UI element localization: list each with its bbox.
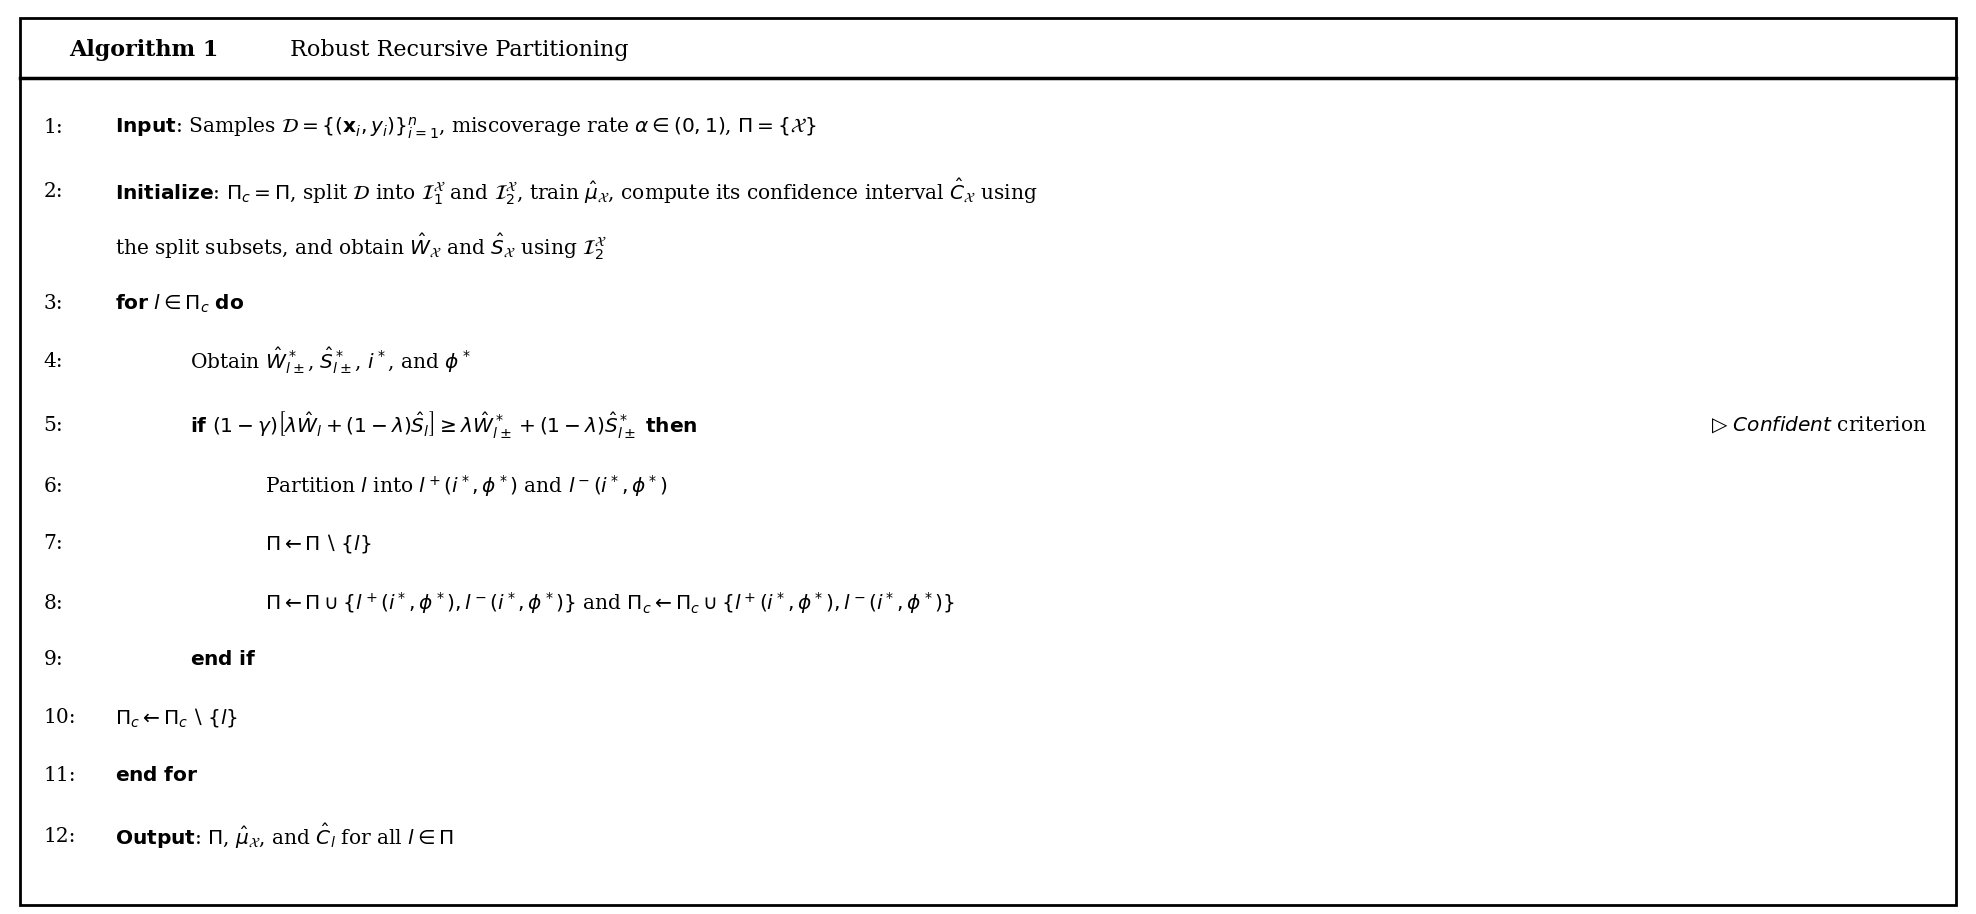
- Text: Algorithm 1: Algorithm 1: [69, 39, 219, 61]
- Text: the split subsets, and obtain $\hat{W}_{\mathcal{X}}$ and $\hat{S}_{\mathcal{X}}: the split subsets, and obtain $\hat{W}_{…: [115, 231, 607, 262]
- Text: 8:: 8:: [43, 594, 63, 612]
- Text: $\mathbf{Input}$: Samples $\mathcal{D} = \{(\mathbf{x}_i, y_i)\}_{i=1}^{n}$, mis: $\mathbf{Input}$: Samples $\mathcal{D} =…: [115, 115, 816, 141]
- Text: 2:: 2:: [43, 183, 63, 201]
- Text: 7:: 7:: [43, 535, 63, 553]
- Text: 6:: 6:: [43, 477, 63, 495]
- FancyBboxPatch shape: [20, 18, 1956, 905]
- Text: 11:: 11:: [43, 766, 77, 784]
- Text: $\mathbf{Output}$: $\Pi$, $\hat{\mu}_{\mathcal{X}}$, and $\hat{C}_l$ for all $l : $\mathbf{Output}$: $\Pi$, $\hat{\mu}_{\m…: [115, 822, 454, 851]
- Text: $\Pi_c \leftarrow \Pi_c \setminus \{l\}$: $\Pi_c \leftarrow \Pi_c \setminus \{l\}$: [115, 706, 237, 729]
- Text: 9:: 9:: [43, 651, 63, 669]
- Text: $\mathbf{for}$ $l \in \Pi_c$ $\mathbf{do}$: $\mathbf{for}$ $l \in \Pi_c$ $\mathbf{do…: [115, 292, 243, 314]
- Text: $\Pi \leftarrow \Pi \cup \{l^+(i^*, \phi^*), l^-(i^*, \phi^*)\}$ and $\Pi_c \lef: $\Pi \leftarrow \Pi \cup \{l^+(i^*, \phi…: [265, 590, 954, 616]
- Text: 12:: 12:: [43, 827, 75, 845]
- Text: $\triangleright$ $\mathit{Confident}$ criterion: $\triangleright$ $\mathit{Confident}$ cr…: [1711, 415, 1927, 435]
- Text: 10:: 10:: [43, 708, 77, 727]
- Text: Robust Recursive Partitioning: Robust Recursive Partitioning: [283, 39, 628, 61]
- Text: 1:: 1:: [43, 119, 63, 137]
- Text: $\mathbf{Initialize}$: $\Pi_c = \Pi$, split $\mathcal{D}$ into $\mathcal{I}_1^{\: $\mathbf{Initialize}$: $\Pi_c = \Pi$, sp…: [115, 176, 1037, 207]
- Text: $\Pi \leftarrow \Pi \setminus \{l\}$: $\Pi \leftarrow \Pi \setminus \{l\}$: [265, 532, 371, 556]
- Text: 4:: 4:: [43, 352, 63, 370]
- Text: 3:: 3:: [43, 294, 63, 313]
- Text: $\mathbf{end\ if}$: $\mathbf{end\ if}$: [190, 651, 257, 669]
- Text: 5:: 5:: [43, 416, 63, 434]
- Text: Partition $l$ into $l^+(i^*, \phi^*)$ and $l^-(i^*, \phi^*)$: Partition $l$ into $l^+(i^*, \phi^*)$ an…: [265, 473, 668, 499]
- Text: $\mathbf{if}$ $(1-\gamma)\left[\lambda\hat{W}_l + (1-\lambda)\hat{S}_l\right] \g: $\mathbf{if}$ $(1-\gamma)\left[\lambda\h…: [190, 409, 698, 441]
- Text: Obtain $\hat{W}^*_{l\pm}$, $\hat{S}^*_{l\pm}$, $i^*$, and $\phi^*$: Obtain $\hat{W}^*_{l\pm}$, $\hat{S}^*_{l…: [190, 345, 470, 377]
- Text: $\mathbf{end\ for}$: $\mathbf{end\ for}$: [115, 766, 198, 784]
